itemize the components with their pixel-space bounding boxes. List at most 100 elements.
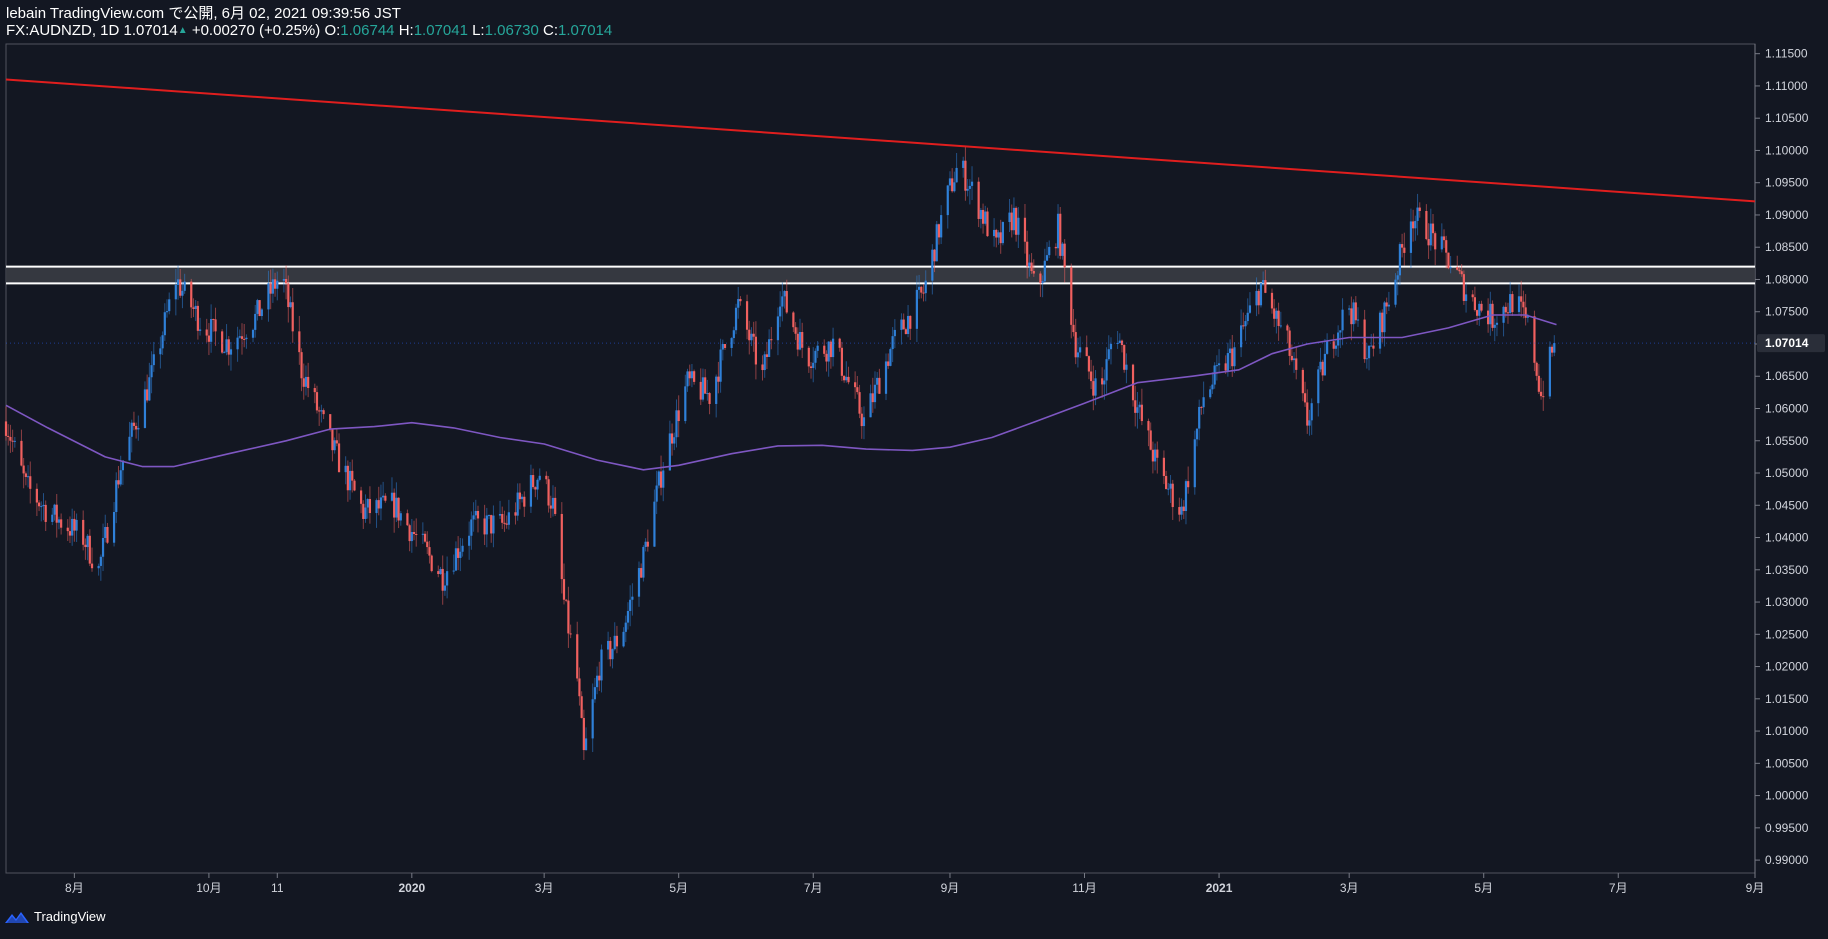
candle-up: [375, 500, 378, 514]
y-tick-label: 1.06000: [1765, 402, 1809, 416]
candle-up: [276, 280, 279, 289]
candle-up: [600, 649, 603, 681]
candle-up: [622, 631, 625, 647]
candle-up: [1478, 303, 1481, 316]
candle-up: [1109, 343, 1113, 350]
candle-up: [626, 610, 630, 623]
publisher-text: lebain TradingView.com で公開, 6月 02, 2021 …: [6, 5, 401, 22]
candle-up: [1310, 403, 1313, 421]
candle-down: [615, 635, 619, 647]
candle-down: [646, 541, 649, 547]
candle-down: [315, 392, 319, 411]
x-tick-label: 3月: [535, 881, 554, 895]
x-tick-label: 2020: [398, 881, 425, 895]
candle-down: [1231, 348, 1234, 367]
candle-down: [854, 382, 857, 388]
candle-down: [1550, 346, 1554, 353]
candle-down: [1537, 375, 1540, 392]
candle-down: [1535, 362, 1538, 376]
candle-down: [1059, 213, 1062, 256]
candle-down: [670, 433, 674, 444]
candle-up: [459, 551, 462, 558]
candles-layer: [4, 146, 1556, 760]
candle-up: [827, 341, 830, 362]
candle-down: [547, 479, 550, 506]
candle-up: [399, 513, 402, 521]
candle-up: [1213, 365, 1216, 385]
candle-up: [962, 160, 965, 168]
candle-down: [307, 376, 310, 389]
candle-up: [26, 476, 30, 478]
candle-up: [1339, 330, 1342, 333]
candle-up: [1153, 449, 1157, 462]
candle-up: [1244, 321, 1247, 327]
candle-down: [748, 329, 751, 341]
candle-down: [132, 422, 136, 426]
candle-up: [516, 492, 519, 516]
candle-down: [1412, 221, 1415, 229]
candle-down: [346, 465, 349, 491]
candle-down: [761, 364, 764, 371]
candle-down: [878, 377, 881, 394]
candle-up: [289, 302, 292, 308]
candle-up: [1061, 243, 1064, 256]
candle-up: [831, 338, 835, 358]
candle-up: [1228, 348, 1232, 354]
candle-down: [207, 335, 211, 342]
candle-up: [814, 350, 817, 363]
candle-up: [150, 365, 153, 378]
candle-up: [223, 352, 226, 354]
candle-down: [562, 579, 566, 600]
candle-down: [412, 532, 416, 534]
candle-up: [730, 338, 733, 348]
candle-up: [750, 333, 753, 341]
candle-up: [781, 296, 784, 307]
candle-down: [1425, 210, 1428, 240]
candle-up: [174, 284, 177, 300]
candle-up: [143, 389, 147, 428]
candle-up: [229, 349, 233, 355]
candle-up: [595, 675, 599, 688]
candle-up: [953, 182, 956, 192]
candle-up: [1365, 358, 1368, 360]
candle-up: [1202, 397, 1205, 408]
candle-down: [68, 531, 72, 536]
x-tick-label: 5月: [1474, 881, 1493, 895]
candle-down: [190, 281, 193, 308]
y-tick-label: 1.00500: [1765, 756, 1809, 770]
y-tick-label: 1.02500: [1765, 627, 1809, 641]
candle-down: [532, 475, 535, 488]
candle-up: [474, 510, 477, 516]
candle-down: [212, 319, 215, 321]
candle-down: [708, 393, 711, 404]
candle-down: [1456, 267, 1459, 270]
candle-up: [657, 471, 660, 486]
candle-down: [428, 547, 431, 556]
candle-down: [688, 371, 691, 379]
high-value: 1.07041: [413, 22, 468, 39]
candle-down: [922, 292, 925, 294]
candle-down: [534, 487, 537, 490]
candle-down: [1487, 310, 1490, 325]
candle-up: [1370, 345, 1373, 347]
candle-up: [1215, 365, 1218, 367]
candle-down: [318, 410, 321, 412]
axes-layer: 1.11500 1.11000 1.10500 1.10000 1.09500 1.090…: [65, 47, 1825, 895]
candle-down: [902, 319, 905, 330]
candle-down: [1354, 302, 1357, 321]
candle-down: [1295, 358, 1298, 370]
candle-up: [1279, 325, 1282, 327]
candle-down: [745, 301, 749, 330]
candle-up: [668, 433, 671, 471]
candle-up: [1548, 346, 1551, 397]
candle-up: [1378, 312, 1382, 349]
lines-layer: [5, 78, 1756, 471]
candle-down: [1270, 292, 1274, 309]
y-tick-label: 0.99500: [1765, 821, 1809, 835]
y-tick-label: 1.09000: [1765, 208, 1809, 222]
candle-up: [891, 336, 894, 350]
candle-up: [690, 371, 694, 379]
candle-up: [715, 376, 718, 404]
candle-down: [20, 440, 23, 466]
